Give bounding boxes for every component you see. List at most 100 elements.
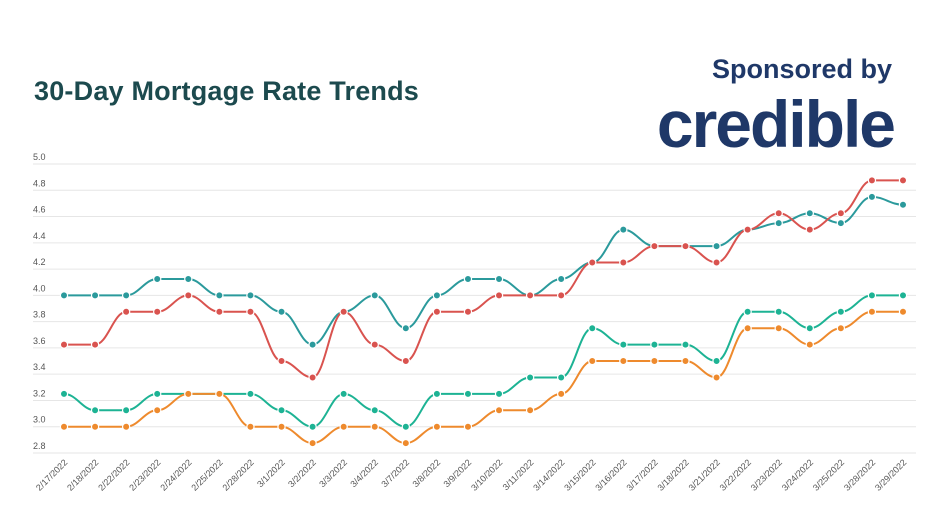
data-point [588,258,597,267]
x-tick-label: 3/22/2022 [718,457,753,492]
data-point [681,241,690,251]
y-tick-label: 4.6 [33,205,46,215]
series-line-3 [64,310,903,445]
x-tick-label: 2/17/2022 [34,457,69,492]
data-point [867,176,877,185]
x-tick-label: 2/24/2022 [158,457,193,492]
data-point [121,291,131,300]
data-point [774,324,783,333]
data-point [463,422,473,431]
data-point [774,307,783,316]
data-point [867,291,877,300]
y-tick-label: 4.2 [33,257,46,267]
data-point [619,225,628,234]
data-point [277,422,286,431]
data-point [681,340,690,349]
x-tick-label: 3/17/2022 [624,457,659,492]
data-point [805,225,814,234]
x-tick-label: 3/1/2022 [255,457,287,489]
data-point [401,422,411,431]
x-tick-label: 3/14/2022 [531,457,566,492]
data-point [184,389,193,399]
data-point [805,324,814,333]
data-point [215,291,224,300]
chart-title: 30-Day Mortgage Rate Trends [34,76,420,106]
data-point [463,274,473,284]
data-point [494,291,504,300]
x-tick-label: 2/18/2022 [65,457,100,492]
data-point [494,274,504,284]
data-point [215,389,224,399]
data-point [619,356,628,366]
data-point [650,241,659,251]
series-line-1 [64,179,903,379]
data-point [619,258,628,267]
x-tick-label: 2/28/2022 [220,457,255,492]
data-point [681,356,690,366]
data-point [308,438,317,448]
data-point [90,422,100,431]
data-point [836,209,846,218]
data-point [401,324,411,333]
data-point [712,258,721,267]
data-point [153,389,162,399]
data-point [90,406,100,415]
data-point [743,225,752,234]
data-point [867,307,877,316]
data-point [774,218,783,228]
x-tick-label: 3/18/2022 [656,457,691,492]
x-tick-label: 3/21/2022 [687,457,722,492]
data-point [370,340,379,349]
x-tick-label: 3/8/2022 [410,457,442,489]
data-point [556,274,566,284]
data-point [743,324,752,333]
data-point [121,307,131,316]
data-point [153,307,162,316]
data-point [898,291,908,300]
data-point [836,218,846,228]
data-point [308,340,317,349]
x-tick-label: 3/10/2022 [469,457,504,492]
data-point [556,291,566,300]
data-point [525,291,535,300]
data-point [836,324,846,333]
data-point [59,340,69,349]
data-point [805,209,814,218]
data-point [712,241,721,251]
x-tick-label: 3/15/2022 [562,457,597,492]
y-tick-label: 3.0 [33,415,46,425]
data-point [90,291,100,300]
x-tick-label: 3/28/2022 [842,457,877,492]
data-point [712,373,721,382]
data-point [59,291,69,300]
data-point [59,389,69,399]
x-tick-label: 3/7/2022 [379,457,411,489]
data-point [494,389,504,399]
data-point [184,274,193,284]
data-point [339,389,348,399]
x-tick-label: 3/24/2022 [780,457,815,492]
x-tick-label: 3/11/2022 [501,457,536,492]
data-point [308,373,317,382]
data-point [805,340,814,349]
x-tick-label: 3/9/2022 [442,457,474,489]
data-point [650,356,659,366]
y-tick-label: 4.4 [33,231,46,241]
data-point [556,373,566,382]
data-point [525,406,535,415]
x-tick-label: 3/25/2022 [811,457,846,492]
data-point [215,307,224,316]
series-line-0 [63,195,904,346]
x-tick-label: 3/16/2022 [593,457,628,492]
data-point [432,291,442,300]
y-tick-label: 3.6 [33,336,46,346]
y-tick-label: 4.0 [33,283,46,293]
data-point [246,291,255,300]
data-point [494,406,504,415]
data-point [246,307,255,316]
data-point [370,406,379,415]
data-point [121,422,131,431]
data-point [246,389,255,399]
data-point [588,324,597,333]
